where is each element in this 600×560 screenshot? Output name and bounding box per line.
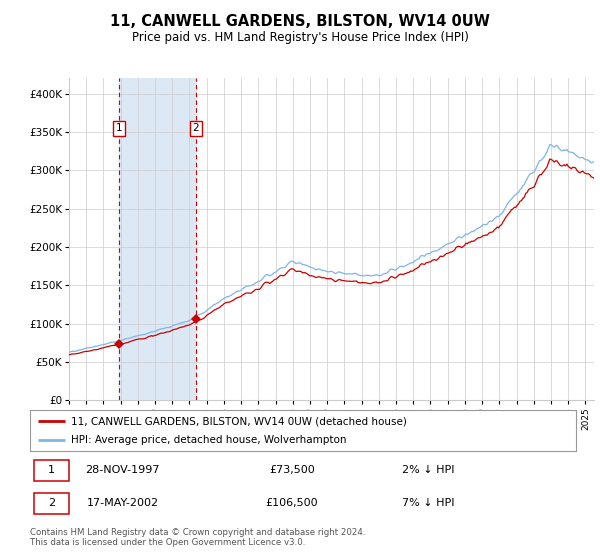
Text: 2: 2 (48, 498, 55, 508)
Text: 11, CANWELL GARDENS, BILSTON, WV14 0UW (detached house): 11, CANWELL GARDENS, BILSTON, WV14 0UW (… (71, 417, 407, 426)
FancyBboxPatch shape (34, 492, 70, 514)
Text: HPI: Average price, detached house, Wolverhampton: HPI: Average price, detached house, Wolv… (71, 435, 346, 445)
FancyBboxPatch shape (34, 460, 70, 481)
Text: 2% ↓ HPI: 2% ↓ HPI (403, 465, 455, 475)
Text: £73,500: £73,500 (269, 465, 315, 475)
Text: 17-MAY-2002: 17-MAY-2002 (87, 498, 159, 508)
Text: £106,500: £106,500 (266, 498, 319, 508)
Bar (119, 78, 196, 400)
Text: 1: 1 (116, 123, 122, 133)
Text: Price paid vs. HM Land Registry's House Price Index (HPI): Price paid vs. HM Land Registry's House … (131, 31, 469, 44)
Text: 28-NOV-1997: 28-NOV-1997 (86, 465, 160, 475)
Text: 1: 1 (48, 465, 55, 475)
Text: Contains HM Land Registry data © Crown copyright and database right 2024.
This d: Contains HM Land Registry data © Crown c… (30, 528, 365, 547)
Text: 7% ↓ HPI: 7% ↓ HPI (403, 498, 455, 508)
Text: 2: 2 (193, 123, 199, 133)
Text: 11, CANWELL GARDENS, BILSTON, WV14 0UW: 11, CANWELL GARDENS, BILSTON, WV14 0UW (110, 14, 490, 29)
